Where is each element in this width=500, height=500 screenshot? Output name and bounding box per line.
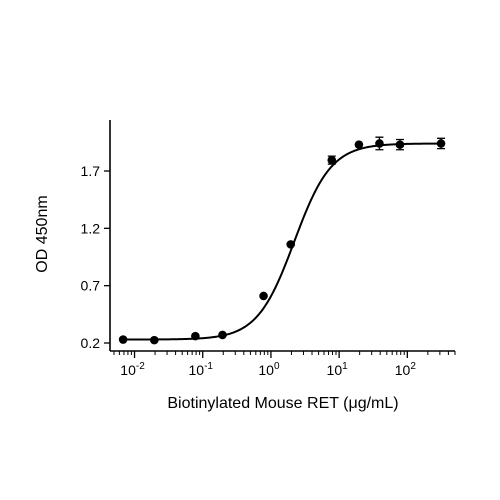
data-points bbox=[118, 136, 446, 345]
y-tick-label: 0.7 bbox=[81, 278, 101, 294]
data-point bbox=[118, 335, 128, 344]
data-point bbox=[150, 335, 159, 345]
data-point bbox=[259, 291, 268, 301]
fit-curve bbox=[123, 142, 442, 341]
x-ticks: 10-2 10-1 100 101 102 bbox=[113, 351, 456, 378]
x-tick-label: 100 bbox=[258, 361, 280, 378]
x-axis-title: Biotinylated Mouse RET (μg/mL) bbox=[167, 395, 398, 412]
y-axis-title: OD 450nm bbox=[34, 195, 51, 272]
x-tick-label: 101 bbox=[327, 361, 349, 378]
data-point bbox=[395, 140, 405, 149]
data-point bbox=[436, 139, 446, 148]
data-point bbox=[327, 155, 337, 165]
x-tick-label: 10-2 bbox=[120, 361, 145, 378]
x-tick-label: 10-1 bbox=[188, 361, 213, 378]
x-tick-label: 102 bbox=[395, 361, 417, 378]
y-ticks: 0.2 0.7 1.2 1.7 bbox=[81, 163, 110, 351]
data-point bbox=[354, 140, 364, 149]
y-tick-label: 1.2 bbox=[81, 220, 101, 236]
y-tick-label: 0.2 bbox=[81, 335, 101, 351]
y-tick-label: 1.7 bbox=[81, 163, 101, 179]
data-point bbox=[191, 331, 200, 341]
data-point bbox=[286, 240, 296, 249]
axes bbox=[109, 120, 455, 352]
data-point bbox=[375, 139, 384, 148]
data-point bbox=[218, 330, 227, 340]
